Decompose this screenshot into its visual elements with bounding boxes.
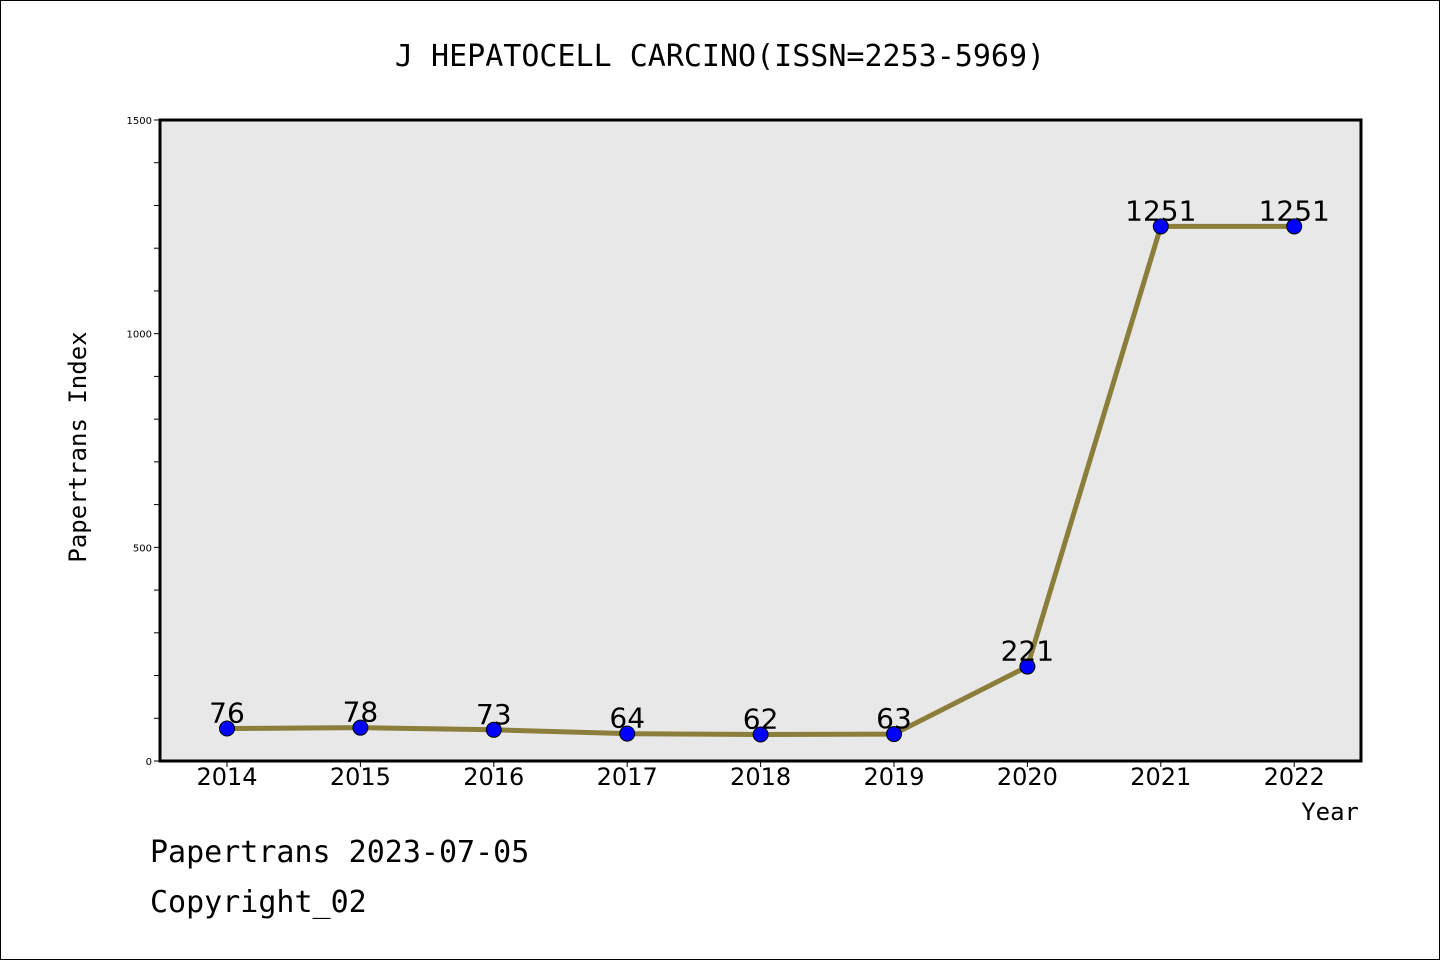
y-tick-label: 1000 bbox=[127, 330, 152, 341]
x-axis-label: Year bbox=[1301, 798, 1359, 826]
x-tick-label: 2021 bbox=[1130, 763, 1191, 791]
data-point bbox=[1152, 218, 1169, 235]
data-label: 1251 bbox=[1125, 194, 1196, 227]
data-point bbox=[886, 726, 902, 743]
data-point bbox=[352, 719, 369, 736]
x-tick-label: 2016 bbox=[463, 763, 524, 791]
footer-copyright-line: Copyright_02 bbox=[150, 885, 367, 920]
x-tick-label: 2019 bbox=[863, 763, 924, 791]
data-point bbox=[619, 725, 636, 742]
data-point bbox=[485, 721, 502, 738]
data-label: 73 bbox=[476, 698, 512, 731]
x-axis: 2014 2015 2016 2017 2018 2019 2020 2021 2022 bbox=[196, 761, 1325, 791]
data-point bbox=[752, 726, 769, 743]
x-tick-label: 2015 bbox=[330, 763, 391, 791]
x-tick-label: 2020 bbox=[997, 763, 1058, 791]
y-tick-label: 500 bbox=[133, 543, 152, 554]
data-label: 62 bbox=[743, 703, 779, 736]
data-label: 76 bbox=[209, 697, 245, 730]
chart-title: J HEPATOCELL CARCINO(ISSN=2253-5969) bbox=[395, 39, 1045, 74]
y-tick-label: 1500 bbox=[127, 116, 152, 127]
data-label: 64 bbox=[609, 702, 645, 735]
series-layer: 76 78 73 64 62 63 221 1251 1251 bbox=[209, 194, 1330, 743]
x-tick-label: 2014 bbox=[196, 763, 257, 791]
footer-date-line: Papertrans 2023-07-05 bbox=[150, 835, 530, 870]
data-label: 78 bbox=[343, 696, 379, 729]
x-tick-label: 2018 bbox=[730, 763, 791, 791]
data-label: 1251 bbox=[1259, 194, 1330, 227]
x-tick-label: 2017 bbox=[597, 763, 658, 791]
y-axis-label: Papertrans Index bbox=[64, 331, 92, 562]
data-point bbox=[1019, 658, 1036, 675]
y-axis: 0 500 1000 1500 bbox=[127, 116, 160, 768]
data-point bbox=[219, 720, 235, 737]
data-label: 63 bbox=[876, 702, 912, 735]
x-tick-label: 2022 bbox=[1264, 763, 1325, 791]
data-label: 221 bbox=[1001, 635, 1054, 668]
y-tick-label: 0 bbox=[146, 757, 152, 768]
data-point bbox=[1286, 218, 1303, 235]
